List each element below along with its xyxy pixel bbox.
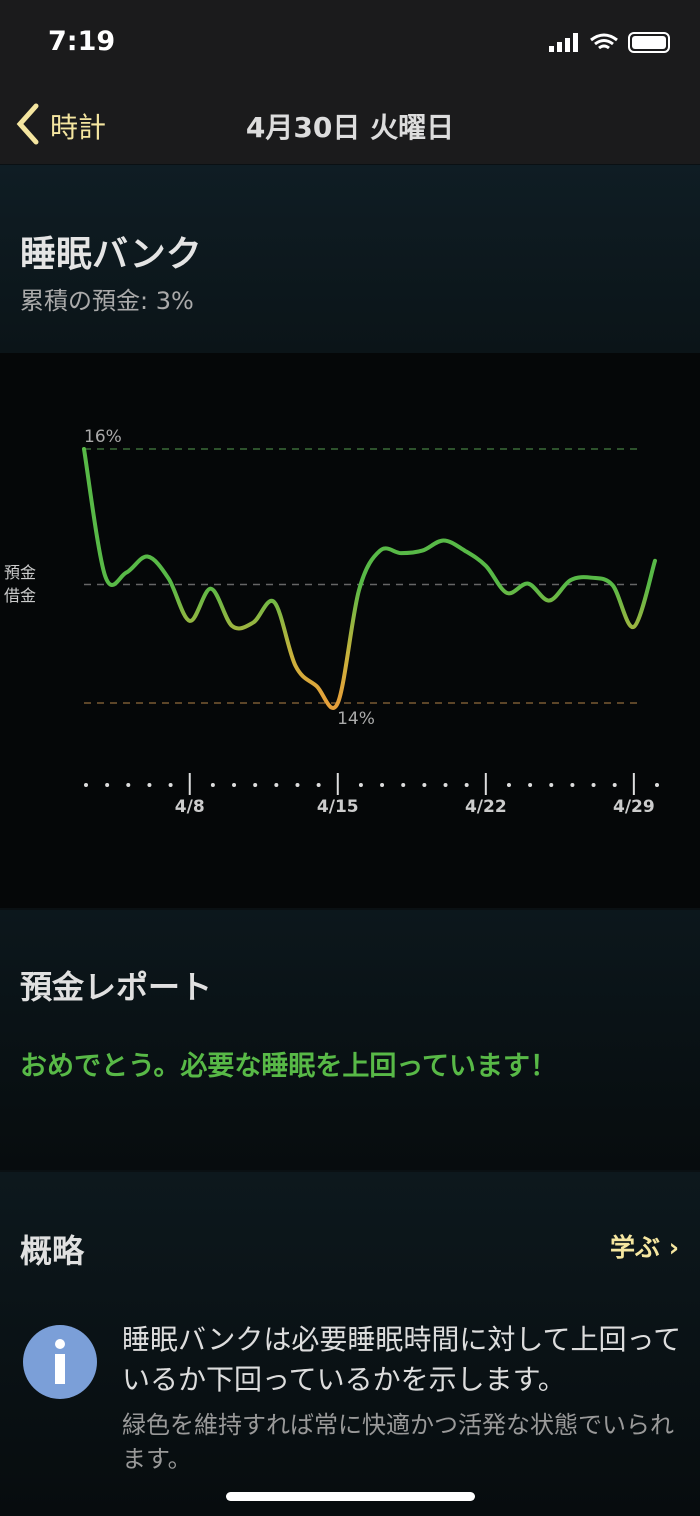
day-dot [210, 783, 215, 787]
reference-label: 16% [84, 427, 122, 447]
x-tick-label: 4/22 [465, 797, 507, 817]
x-tick-label: 4/15 [317, 797, 359, 817]
section-title: 睡眠バンク [20, 234, 202, 275]
home-indicator [226, 1492, 475, 1501]
learn-link[interactable]: 学ぶ › [610, 1233, 680, 1262]
day-dot [443, 783, 448, 787]
day-dot [274, 783, 279, 787]
header: 7:19 時計 4月30日 火曜日 [0, 0, 700, 164]
sleep-bank-line [82, 447, 657, 710]
time: 7:19 [48, 26, 116, 57]
day-dot [295, 783, 300, 787]
learn-text[interactable]: 学ぶ [610, 1233, 661, 1262]
day-dot [528, 783, 533, 787]
day-dot [253, 783, 258, 787]
overview: 概略 学ぶ › 睡眠バンクは必要睡眠時間に対して上回っているか下回っているかを示… [0, 1172, 700, 1516]
bank-header: 睡眠バンク 累積の預金: 3% [0, 165, 700, 353]
day-dot [168, 783, 173, 787]
day-dot [570, 783, 575, 787]
back-chevron[interactable] [14, 102, 44, 146]
day-dot [232, 783, 237, 787]
day-dot [464, 783, 469, 787]
day-dot [401, 783, 406, 787]
status-icons [549, 32, 670, 53]
overview-title: 概略 [20, 1232, 85, 1270]
report-title: 預金レポート [20, 968, 213, 1006]
reference-label: 14% [337, 709, 375, 729]
day-dot [549, 783, 554, 787]
back-button[interactable]: 時計 [50, 111, 107, 144]
day-dot [105, 783, 110, 787]
baseline-label: 預金 [4, 563, 36, 582]
info-icon [23, 1325, 97, 1399]
day-dot [591, 783, 596, 787]
report: 預金レポート おめでとう。必要な睡眠を上回っています！ [0, 910, 700, 1170]
day-dot [422, 783, 427, 787]
baseline-label: 借金 [4, 586, 36, 605]
day-dot [126, 783, 131, 787]
day-dot [612, 783, 617, 787]
day-dot [84, 783, 88, 787]
day-dot [655, 783, 659, 787]
day-dot [380, 783, 385, 787]
x-tick-label: 4/8 [175, 797, 205, 817]
day-dot [316, 783, 321, 787]
day-dot [147, 783, 152, 787]
overview-note: 緑色を維持すれば常に快適かつ活発な状態でいられます。 [122, 1411, 674, 1473]
subtitle: 累積の預金: 3% [20, 287, 194, 315]
report-message: おめでとう。必要な睡眠を上回っています！ [20, 1051, 558, 1082]
x-tick-label: 4/29 [613, 797, 655, 817]
day-dot [358, 783, 363, 787]
nav-title: 4月30日 火曜日 [245, 111, 455, 144]
day-dot [506, 783, 511, 787]
overview-text: 睡眠バンクは必要睡眠時間に対して上回っているか下回っているかを示します。 [122, 1323, 682, 1396]
